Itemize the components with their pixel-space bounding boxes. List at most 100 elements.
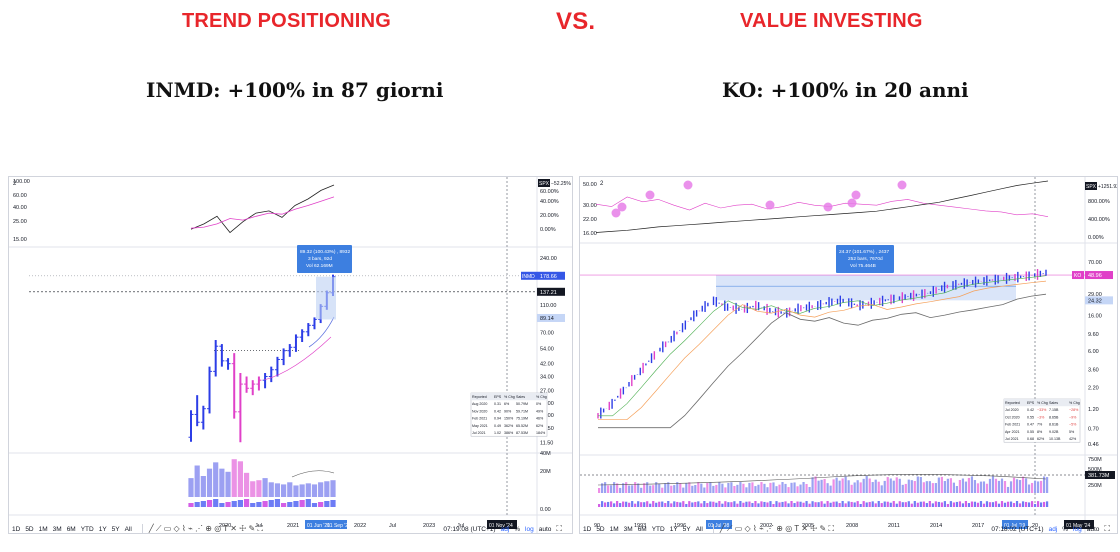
- indicator-bar: [634, 503, 637, 507]
- volume-bar: [679, 483, 682, 493]
- rs-axis-tick: 0.00%: [540, 227, 556, 233]
- indicator-bar: [784, 501, 787, 507]
- fundamentals-header: EPS: [1027, 401, 1035, 405]
- timeframe-5y[interactable]: 5Y: [111, 525, 120, 533]
- timeframe-all[interactable]: All: [695, 525, 703, 533]
- fundamentals-header: % Chg: [504, 395, 515, 399]
- ko-chart-panel[interactable]: 2 50.00 30.00 22.00 16.00 800.00% 400.00% 0.00%…: [579, 176, 1118, 534]
- inmd-chart-panel[interactable]: 2 100.00 60.00 40.00 25.00 15.00 60.00% 40.00% 2…: [8, 176, 573, 534]
- volume-bar: [829, 485, 832, 493]
- percent-toggle[interactable]: %: [514, 525, 521, 533]
- percent-toggle[interactable]: %: [1062, 525, 1069, 533]
- indicator-bar: [718, 501, 721, 507]
- measure-tooltip: [836, 245, 894, 273]
- indicator-bar: [1021, 501, 1025, 507]
- indicator-bar: [904, 502, 907, 507]
- volume-bar: [742, 483, 745, 493]
- timeframe-5d[interactable]: 5D: [596, 525, 605, 533]
- price-axis-tick: 2.20: [1088, 385, 1099, 391]
- indicator-bar: [793, 503, 796, 507]
- timeframe-1d[interactable]: 1D: [12, 525, 21, 533]
- fullscreen-icon[interactable]: ⛶: [556, 524, 562, 533]
- x-axis-tick: Jul: [255, 523, 262, 529]
- fullscreen-icon[interactable]: ⛶: [1104, 524, 1110, 533]
- indicator-bar: [664, 503, 667, 507]
- indicator-bar: [330, 500, 336, 507]
- indicator-bar: [835, 501, 838, 507]
- timeframe-3m[interactable]: 3M: [52, 525, 62, 533]
- indicator-bar: [763, 501, 766, 507]
- volume-bar: [922, 482, 925, 493]
- volume-bar: [256, 480, 262, 497]
- volume-average-line: [291, 470, 335, 478]
- timeframe-ytd[interactable]: YTD: [651, 525, 665, 533]
- indicator-bar: [318, 502, 324, 507]
- right-toolbar: 1D 5D 1M 3M 6M YTD 1Y 5Y All ╱ ⟋ ▭ ◇ ⌇ ⌁ ⋰ ⊕ ◎ T…: [583, 520, 1116, 538]
- auto-toggle[interactable]: auto: [1086, 525, 1100, 533]
- volume-bar: [664, 483, 667, 493]
- timeframe-1y[interactable]: 1Y: [98, 525, 107, 533]
- adj-toggle[interactable]: adj: [500, 525, 510, 533]
- timeframe-5d[interactable]: 5D: [25, 525, 34, 533]
- price-axis-tick: 6.00: [1088, 349, 1099, 355]
- fundamentals-cell: 1.02: [494, 431, 501, 435]
- timeframe-1m[interactable]: 1M: [609, 525, 619, 533]
- fundamentals-cell: 184%: [536, 431, 546, 435]
- timeframe-1y[interactable]: 1Y: [669, 525, 678, 533]
- rs-new-high-marker: [611, 208, 621, 218]
- auto-toggle[interactable]: auto: [538, 525, 552, 533]
- fundamentals-cell: Aug 2020: [472, 402, 487, 406]
- indicator-bar: [219, 503, 225, 507]
- timeframe-5y[interactable]: 5Y: [682, 525, 691, 533]
- inmd-price-label: 178.66: [540, 274, 557, 280]
- adj-toggle[interactable]: adj: [1048, 525, 1058, 533]
- volume-bar: [1036, 481, 1040, 493]
- fundamentals-cell: 46%: [536, 417, 544, 421]
- volume-axis-tick: 750M: [1088, 457, 1102, 463]
- interval-label: 2: [13, 181, 17, 187]
- log-toggle[interactable]: log: [525, 525, 534, 533]
- indicator-bar: [895, 503, 898, 507]
- rs-new-high-marker: [617, 202, 627, 212]
- fundamentals-cell: −5%: [1069, 423, 1077, 427]
- volume-bar: [1030, 482, 1034, 493]
- drawing-tools-icons[interactable]: ╱ ⟋ ▭ ◇ ⌇ ⌁ ⋰ ⊕ ◎ T ✕ ☩ ✎ ⛶: [719, 524, 835, 533]
- indicator-bar: [688, 501, 691, 507]
- volume-bar: [832, 479, 835, 493]
- timeframe-1m[interactable]: 1M: [38, 525, 48, 533]
- indicator-bar: [1027, 502, 1031, 507]
- measure-range: [316, 276, 336, 320]
- indicator-bar: [194, 502, 200, 507]
- volume-bar: [976, 483, 980, 493]
- versus-headline: VS.: [556, 8, 596, 35]
- volume-bar: [952, 482, 955, 493]
- timeframe-all[interactable]: All: [124, 525, 132, 533]
- ko-chart[interactable]: 250.00 30.00 22.00 16.00 800.00% 400.00% 0.00%…: [580, 177, 1118, 534]
- indicator-bar: [655, 502, 658, 507]
- volume-axis-tick: 20M: [540, 469, 551, 475]
- ko-price-badge: [1085, 271, 1113, 280]
- volume-bar: [757, 484, 760, 493]
- fundamentals-cell: 150%: [504, 417, 514, 421]
- indicator-bar: [877, 501, 880, 507]
- indicator-bar: [739, 501, 742, 507]
- log-toggle[interactable]: log: [1073, 525, 1082, 533]
- timeframe-3m[interactable]: 3M: [623, 525, 633, 533]
- timeframe-6m[interactable]: 6M: [66, 525, 76, 533]
- measure-range: [716, 275, 1016, 301]
- spx-relative-line: [595, 180, 1049, 233]
- indicator-bar: [874, 503, 877, 507]
- timeframe-1d[interactable]: 1D: [583, 525, 592, 533]
- indicator-bar: [865, 502, 868, 507]
- volume-bar: [817, 480, 820, 493]
- timeframe-6m[interactable]: 6M: [637, 525, 647, 533]
- volume-bar: [673, 485, 676, 493]
- indicator-bar: [324, 501, 330, 507]
- volume-bar: [937, 477, 940, 493]
- volume-bar: [775, 486, 778, 493]
- drawing-tools-icons[interactable]: ╱ ⟋ ▭ ◇ ⌇ ⌁ ⋰ ⊕ ◎ T ✕ ☩ ✎ ⛶: [148, 524, 264, 533]
- timeframe-ytd[interactable]: YTD: [80, 525, 94, 533]
- volume-bar: [745, 487, 748, 493]
- volume-bar: [194, 465, 200, 497]
